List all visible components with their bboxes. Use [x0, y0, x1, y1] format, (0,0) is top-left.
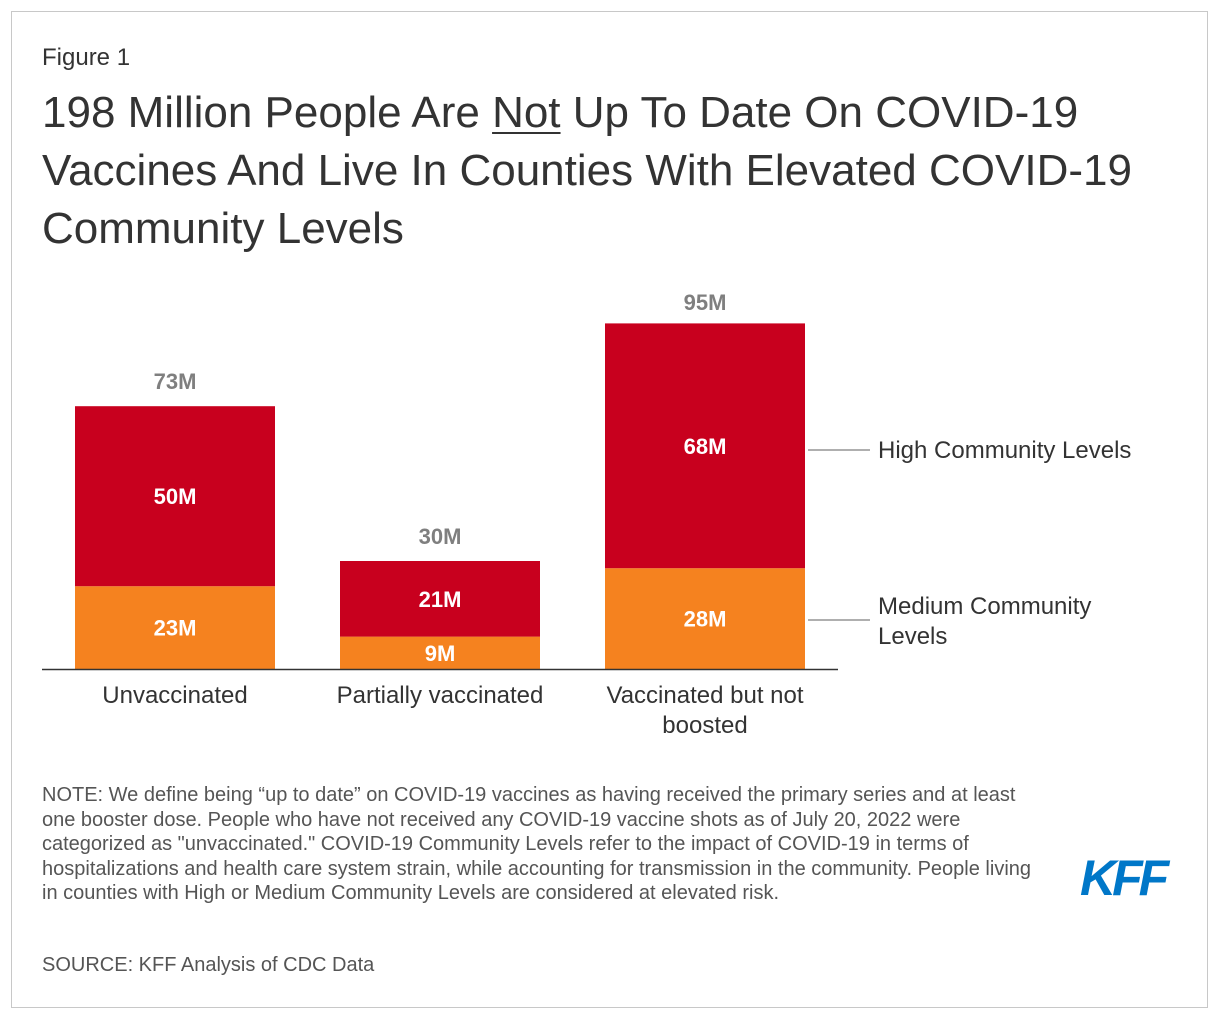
category-label: boosted — [662, 712, 747, 739]
chart-note: NOTE: We define being “up to date” on CO… — [42, 784, 1032, 904]
legend-label-medium: Levels — [878, 623, 947, 650]
figure-label: Figure 1 — [42, 44, 131, 71]
chart-title: 198 Million People Are Not Up To Date On… — [42, 84, 1202, 258]
bar-segment-high — [605, 323, 805, 569]
bar-segment-high — [340, 561, 540, 637]
figure-frame — [11, 11, 1208, 1008]
data-label: 28M — [684, 607, 727, 632]
category-label: Vaccinated but not — [606, 682, 803, 709]
data-label: 50M — [154, 484, 197, 509]
title-part-2: Up To Date On COVID-19 Vaccines And Live… — [42, 88, 1132, 253]
data-label: 9M — [425, 641, 456, 666]
total-label: 95M — [684, 290, 727, 315]
data-label: 21M — [419, 587, 462, 612]
bar-segment-medium — [340, 636, 540, 669]
bar-segment-medium — [75, 586, 275, 669]
total-label: 30M — [419, 524, 462, 549]
chart-source: SOURCE: KFF Analysis of CDC Data — [42, 954, 375, 976]
category-label: Unvaccinated — [102, 682, 247, 709]
legend-label-high: High Community Levels — [878, 437, 1131, 464]
total-label: 73M — [154, 369, 197, 394]
title-part-1: 198 Million People Are — [42, 88, 493, 137]
legend-label-medium: Medium Community — [878, 593, 1091, 620]
stacked-bar-chart: 23M 50M 73M Unvaccinated 9M 21M 30M Partially v… — [42, 290, 1131, 739]
category-label: Partially vaccinated — [337, 682, 544, 709]
bar-segment-high — [75, 406, 275, 587]
bar-segment-medium — [605, 568, 805, 669]
data-label: 23M — [154, 616, 197, 641]
data-label: 68M — [684, 434, 727, 459]
title-emphasis: Not — [492, 88, 561, 137]
kff-logo: KFF — [1080, 850, 1169, 906]
